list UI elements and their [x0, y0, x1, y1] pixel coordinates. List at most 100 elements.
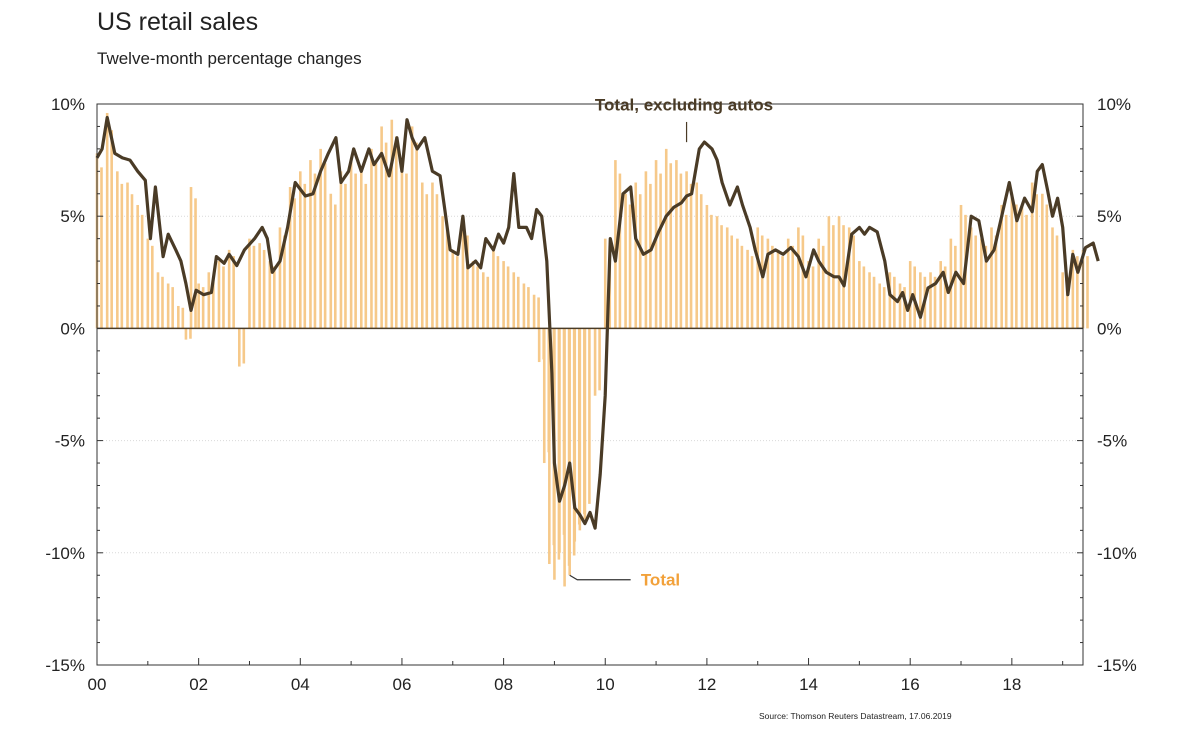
total-bar: [933, 276, 937, 329]
total-bar: [664, 148, 668, 329]
total-bar: [273, 266, 276, 329]
total-bar: [959, 204, 963, 329]
total-bar: [384, 142, 388, 329]
excluding-autos-label: Total, excluding autos: [595, 96, 773, 115]
total-bar: [903, 287, 906, 329]
total-bar: [888, 272, 892, 329]
total-bar: [878, 283, 882, 329]
total-bar: [898, 283, 902, 329]
x-tick-label: 18: [1002, 675, 1021, 694]
total-bar: [445, 225, 449, 329]
x-tick-label: 16: [901, 675, 920, 694]
total-bar: [502, 261, 505, 329]
total-bar: [776, 249, 780, 329]
total-bar: [217, 261, 221, 329]
chart-title: US retail sales: [97, 8, 259, 36]
total-bar: [558, 328, 561, 553]
total-bar: [689, 183, 693, 329]
total-bar: [309, 160, 312, 329]
total-bar: [654, 160, 658, 329]
total-bar: [634, 182, 638, 329]
total-bar: [166, 283, 170, 329]
total-bar: [410, 126, 414, 329]
y-tick-label-right: 10%: [1097, 95, 1131, 114]
total-bar: [811, 266, 815, 329]
total-bar: [969, 227, 973, 329]
total-bar: [344, 183, 347, 329]
total-bar: [258, 243, 261, 329]
total-bar: [380, 126, 383, 329]
total-bar: [583, 328, 587, 520]
total-bar: [181, 307, 185, 329]
total-bar: [390, 119, 394, 329]
total-bar: [980, 238, 983, 329]
total-bar: [842, 225, 845, 329]
total-bar: [512, 272, 516, 329]
total-bar: [333, 204, 337, 329]
total-bar: [638, 194, 642, 329]
total-bar: [736, 238, 739, 329]
total-bar: [268, 261, 272, 329]
total-bar: [882, 287, 886, 329]
total-bar: [801, 235, 805, 329]
total-bar: [455, 256, 459, 329]
total-bar: [1025, 214, 1028, 329]
total-bar: [425, 194, 429, 329]
total-bar: [669, 163, 673, 329]
total-bar: [1010, 193, 1014, 329]
total-bar: [943, 266, 947, 329]
total-bar: [1004, 214, 1008, 329]
total-bar: [715, 216, 719, 329]
total-bar: [766, 238, 770, 329]
total-bar: [184, 328, 188, 340]
total-bar: [929, 272, 932, 329]
total-bar: [573, 328, 577, 542]
total-bar: [354, 173, 357, 329]
total-bar: [568, 328, 571, 576]
x-tick-label: 08: [494, 675, 513, 694]
total-bar: [222, 266, 225, 329]
total-bar: [644, 171, 648, 329]
total-bar: [116, 171, 119, 329]
total-bar: [537, 297, 540, 329]
x-axis: 00 02 04 06 08 10 12 14 16 18: [88, 675, 1022, 694]
total-label: Total: [641, 571, 680, 590]
total-bar: [797, 227, 800, 329]
total-leader-line: [569, 574, 631, 581]
total-bar: [893, 276, 896, 329]
total-bar: [374, 163, 378, 329]
x-tick-label: 14: [799, 675, 818, 694]
source-note: Source: Thomson Reuters Datastream, 17.0…: [759, 711, 952, 721]
x-tick-label: 06: [392, 675, 411, 694]
total-bar: [278, 227, 282, 329]
total-bar: [862, 266, 866, 329]
total-bar: [400, 160, 404, 329]
total-bar: [847, 227, 851, 329]
total-bar: [791, 245, 795, 329]
total-bar: [194, 198, 197, 329]
y-tick-label-right: -10%: [1097, 544, 1137, 563]
total-bar: [496, 256, 500, 329]
total-bar: [578, 328, 582, 531]
y-tick-label-left: -10%: [45, 544, 85, 563]
total-bar: [171, 287, 174, 329]
total-bar: [649, 183, 652, 329]
total-bar: [189, 328, 192, 339]
total-bar: [872, 276, 876, 329]
total-bar: [177, 305, 180, 329]
total-bar: [868, 272, 871, 329]
total-bar: [298, 171, 302, 329]
total-bar: [1086, 256, 1089, 329]
total-bar: [471, 261, 475, 329]
total-bar: [303, 183, 307, 329]
total-bar: [919, 272, 922, 329]
x-tick-label: 12: [697, 675, 716, 694]
total-bar: [685, 171, 688, 329]
total-bar: [394, 136, 398, 329]
total-bar: [405, 173, 408, 329]
total-bar: [710, 214, 713, 329]
total-bar: [156, 272, 160, 329]
x-tick-label: 02: [189, 675, 208, 694]
x-tick-label: 04: [291, 675, 310, 694]
total-bar: [675, 160, 678, 329]
